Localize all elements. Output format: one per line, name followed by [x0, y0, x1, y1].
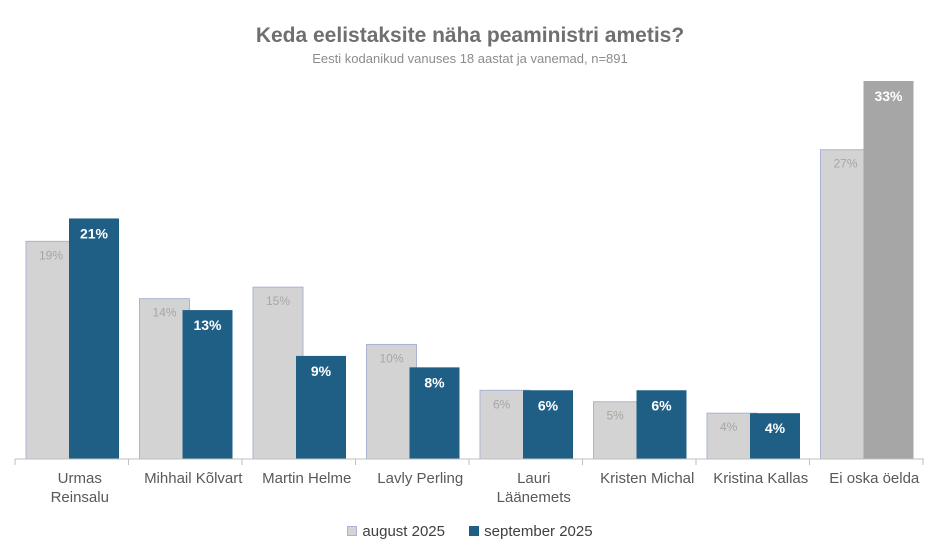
category-label-4-0: Lauri [517, 470, 550, 487]
category-label-4-1: Läänemets [497, 489, 571, 506]
bar-september-5 [636, 390, 687, 459]
legend-swatch-september [469, 526, 480, 536]
data-label-august-3: 10% [380, 351, 404, 365]
legend-label-august: august 2025 [362, 523, 445, 540]
bar-september-4 [523, 390, 573, 459]
bar-september-3 [409, 367, 460, 459]
category-label-2-0: Martin Helme [262, 470, 351, 487]
bar-august-7 [820, 149, 871, 460]
category-label-0-0: Urmas [58, 470, 102, 487]
category-labels: Urmas Reinsalu Mihhail Kõlvart Martin Helme… [51, 470, 920, 506]
bar-august-0 [25, 240, 77, 460]
data-label-august-6: 4% [720, 420, 738, 434]
bar-september-7 [863, 81, 914, 459]
legend: august 2025 september 2025 [0, 523, 940, 540]
data-label-august-2: 15% [266, 294, 290, 308]
legend-swatch-august [347, 526, 358, 536]
category-label-6-0: Kristina Kallas [713, 470, 808, 487]
data-label-september-2: 9% [311, 363, 332, 379]
category-label-7-0: Ei oska öelda [829, 470, 920, 487]
chart-subtitle: Eesti kodanikud vanuses 18 aastat ja van… [312, 51, 628, 66]
bar-chart: 19% 21% 14% 13% 15% 9% 10% 8% 6% 6% 5% 6% 4% 4% 27% 33%… [14, 81, 924, 506]
bar-august-5 [593, 401, 644, 460]
bar-september-0 [69, 218, 119, 459]
chart-title: Keda eelistaksite näha peaministri ameti… [255, 24, 685, 47]
legend-label-september: september 2025 [484, 523, 593, 540]
data-label-september-7: 33% [874, 88, 903, 104]
data-label-september-4: 6% [538, 397, 559, 413]
data-label-august-5: 5% [607, 409, 625, 423]
bars-group: 19% 21% 14% 13% 15% 9% 10% 8% 6% 6% 5% 6% 4% 4% 27% 33% [25, 81, 914, 460]
legend-item-august: august 2025 [347, 523, 445, 540]
bar-august-1 [139, 298, 190, 460]
bar-september-1 [182, 310, 233, 459]
data-label-september-5: 6% [651, 397, 672, 413]
legend-item-september: september 2025 [469, 523, 593, 540]
data-label-august-0: 19% [39, 248, 63, 262]
data-label-august-7: 27% [834, 157, 858, 171]
data-label-september-6: 4% [765, 420, 786, 436]
category-label-5-0: Kristen Michal [600, 470, 694, 487]
x-axis-ticks [14, 459, 924, 465]
data-label-august-4: 6% [493, 397, 511, 411]
data-label-september-1: 13% [193, 317, 222, 333]
data-label-august-1: 14% [153, 306, 177, 320]
category-label-1-0: Mihhail Kõlvart [144, 470, 243, 487]
category-label-0-1: Reinsalu [51, 489, 109, 506]
bar-august-2 [252, 286, 304, 460]
bar-september-6 [750, 413, 800, 459]
data-label-september-0: 21% [80, 225, 109, 241]
data-label-september-3: 8% [424, 374, 445, 390]
bar-september-2 [296, 355, 346, 459]
category-label-3-0: Lavly Perling [377, 470, 463, 487]
